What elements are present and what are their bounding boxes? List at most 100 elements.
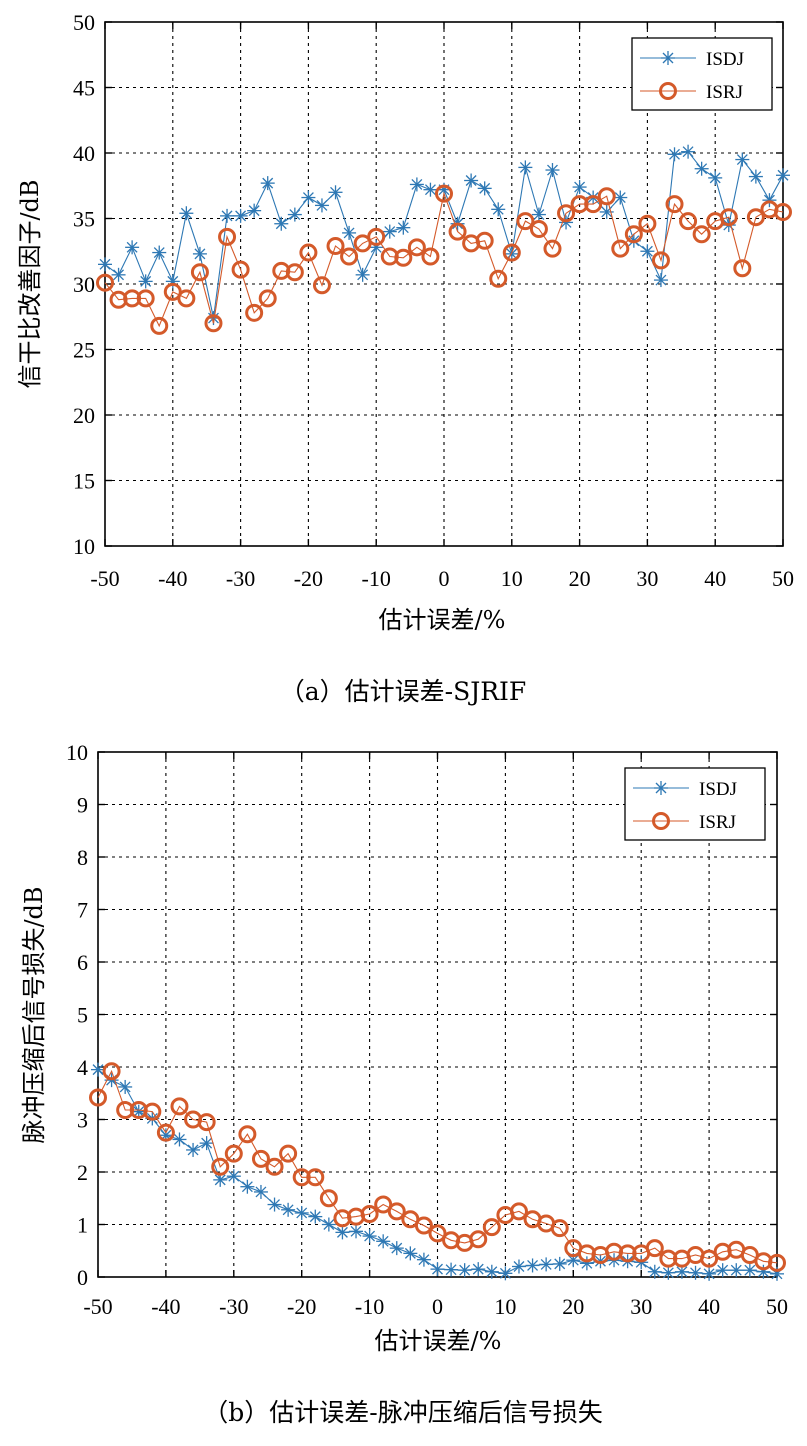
chart-b-isdj-point-2 [118, 1079, 133, 1094]
chart-a-isrj-point-38 [611, 239, 630, 258]
chart-b-isdj-point-22 [389, 1241, 404, 1256]
chart-a-ytick-label-0: 10 [73, 534, 95, 559]
chart-a-isdj-point-19 [355, 267, 370, 282]
chart-b-isrj-point-50 [768, 1253, 786, 1272]
chart-a-legend-label-1: ISRJ [706, 82, 743, 103]
chart-b-isrj-point-22 [387, 1202, 406, 1221]
chart-a-isdj-point-17 [328, 185, 343, 200]
chart-b-xtick-label-3: -20 [287, 1294, 316, 1319]
chart-b-isrj-point-0 [89, 1088, 107, 1107]
chart-a-isrj-point-30 [502, 243, 521, 262]
chart-a-isrj-point-18 [340, 247, 359, 266]
chart-a-ytick-label-3: 25 [73, 338, 95, 363]
chart-b-isrj-point-6 [170, 1097, 189, 1116]
chart-a-xtick-label-0: -50 [90, 566, 119, 591]
chart-a-ytick-label-1: 15 [73, 469, 95, 494]
chart-b-ytick-label-2: 2 [77, 1160, 88, 1185]
chart-a-isrj-point-39 [624, 225, 643, 244]
chart-b-isdj-point-21 [376, 1234, 391, 1249]
chart-a-isdj-point-28 [477, 181, 492, 196]
chart-a-isrj-point-4 [150, 316, 169, 335]
chart-a: 估计误差/% 信干比改善因子/dB （a）估计误差-SJRIF -50 -40 -3… [16, 10, 794, 706]
chart-a-isrj-point-23 [407, 238, 426, 257]
chart-a-ytick-label-7: 45 [73, 76, 95, 101]
chart-a-isrj-point-31 [516, 212, 535, 231]
chart-a-isdj-point-12 [260, 176, 275, 191]
chart-b-isdj-point-19 [349, 1224, 364, 1239]
chart-b-isrj-point-28 [469, 1230, 488, 1249]
chart-b-isdj-point-13 [267, 1197, 282, 1212]
chart-b-isdj-point-34 [552, 1256, 567, 1271]
chart-b-isdj-point-27 [457, 1263, 472, 1278]
chart-b-isrj-point-4 [143, 1102, 162, 1121]
chart-a-isrj-point-41 [651, 251, 670, 270]
chart-a-xtick-label-6: 10 [501, 566, 523, 591]
chart-b-isrj-point-21 [374, 1195, 393, 1214]
chart-a-isdj-point-35 [572, 180, 587, 195]
chart-a-ytick-label-4: 30 [73, 272, 95, 297]
chart-b-xtick-label-7: 20 [562, 1294, 584, 1319]
chart-b-legend-marker-1 [652, 812, 670, 830]
chart-a-isdj-point-7 [192, 246, 207, 261]
chart-b-isrj-point-16 [306, 1168, 325, 1187]
chart-a-isdj-point-13 [274, 216, 289, 231]
chart-b-isdj-point-11 [240, 1179, 255, 1194]
chart-b-ytick-label-9: 9 [77, 793, 88, 818]
chart-a-isrj-point-7 [190, 263, 209, 282]
chart-a-isrj-point-10 [231, 260, 250, 279]
chart-a-xtick-label-4: -10 [362, 566, 391, 591]
chart-b-xtick-label-6: 10 [494, 1294, 516, 1319]
chart-a-legend-marker-0 [661, 51, 675, 65]
chart-b-isdj-point-0 [91, 1062, 105, 1077]
chart-b-isdj-point-25 [430, 1262, 445, 1277]
chart-b-ytick-label-3: 3 [77, 1108, 88, 1133]
chart-b-isrj-line [97, 1069, 778, 1264]
chart-a-isdj-point-32 [531, 207, 546, 222]
chart-a-isdj-point-15 [301, 190, 316, 205]
chart-a-isrj-point-36 [584, 195, 603, 214]
chart-a-xtick-label-9: 40 [704, 566, 726, 591]
chart-a-isrj-point-42 [665, 195, 684, 214]
chart-b-isrj-point-11 [238, 1125, 257, 1144]
chart-b-ytick-label-4: 4 [77, 1055, 88, 1080]
chart-a-isdj-point-9 [220, 208, 235, 223]
chart-b-ytick-label-0: 0 [77, 1265, 88, 1290]
chart-b-isdj-point-48 [742, 1263, 757, 1278]
chart-b-xtick-label-5: 0 [432, 1294, 443, 1319]
chart-b-legend-box [624, 767, 766, 841]
chart-a-legend-marker-1 [659, 82, 677, 100]
chart-b-isdj-point-15 [294, 1205, 309, 1220]
chart-a-xtick-label-10: 50 [772, 566, 794, 591]
chart-b-isrj-point-24 [414, 1216, 433, 1235]
chart-b-isrj-point-41 [645, 1239, 664, 1258]
chart-a-isdj-point-47 [735, 152, 750, 167]
chart-b-isdj-point-7 [186, 1142, 201, 1157]
chart-a-isrj-point-17 [326, 237, 345, 256]
chart-a-isrj-point-43 [679, 212, 698, 231]
chart-a-isdj-point-3 [138, 274, 153, 289]
chart-b-ytick-label-8: 8 [77, 845, 88, 870]
chart-a-isdj-point-41 [653, 273, 668, 288]
chart-b-isdj-point-16 [308, 1209, 323, 1224]
chart-b: 估计误差/% 脉冲压缩后信号损失/dB （b）估计误差-脉冲压缩后信号损失 -5… [20, 740, 788, 1427]
chart-a-isrj-point-32 [529, 219, 548, 238]
chart-a-isrj-line [104, 191, 784, 328]
chart-b-isdj-point-26 [444, 1262, 459, 1277]
chart-a-isrj-point-9 [218, 227, 237, 246]
chart-a-isrj-point-22 [394, 248, 413, 267]
chart-a-isdj-point-40 [640, 244, 655, 259]
chart-a-xtick-label-1: -40 [158, 566, 187, 591]
chart-a-isdj-point-45 [708, 170, 723, 185]
chart-a-isrj-point-16 [312, 276, 331, 295]
chart-b-isdj-point-20 [362, 1229, 377, 1244]
chart-b-xtick-label-0: -50 [83, 1294, 112, 1319]
chart-a-isdj-point-1 [111, 267, 126, 282]
chart-b-isrj-point-8 [197, 1113, 216, 1132]
chart-a-isrj-point-12 [258, 289, 277, 308]
chart-a-isdj-point-42 [667, 147, 682, 162]
chart-b-ytick-label-7: 7 [77, 898, 88, 923]
chart-a-isrj-point-29 [489, 269, 508, 288]
chart-b-caption: （b）估计误差-脉冲压缩后信号损失 [203, 1398, 602, 1427]
chart-b-isdj-point-14 [281, 1202, 296, 1217]
chart-b-ylabel: 脉冲压缩后信号损失/dB [20, 886, 48, 1143]
